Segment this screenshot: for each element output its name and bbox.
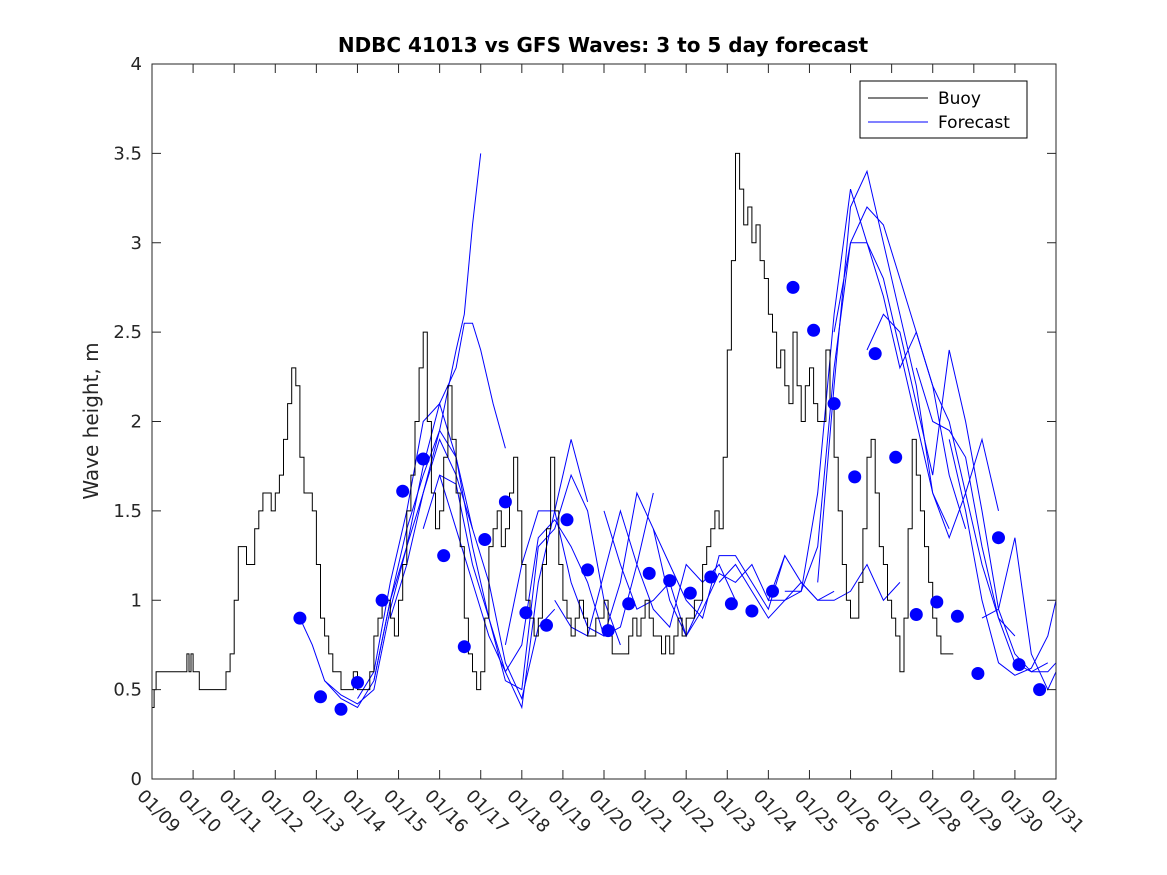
forecast-marker	[704, 570, 718, 584]
y-tick-label: 4	[131, 54, 142, 75]
forecast-marker	[971, 667, 985, 680]
forecast-marker	[498, 495, 512, 509]
forecast-marker	[807, 323, 821, 337]
forecast-marker	[1012, 658, 1026, 672]
y-tick-label: 0.5	[113, 680, 142, 701]
forecast-marker	[293, 611, 307, 625]
y-tick-label: 3	[131, 233, 142, 254]
legend: Buoy Forecast	[859, 80, 1028, 139]
forecast-marker	[992, 531, 1005, 545]
forecast-marker	[724, 597, 738, 611]
forecast-marker	[519, 606, 533, 620]
forecast-marker	[889, 450, 903, 464]
y-tick-label: 2.5	[113, 322, 142, 343]
forecast-marker	[766, 584, 779, 598]
forecast-marker	[314, 690, 327, 704]
y-tick-label: 1.5	[113, 501, 142, 522]
plot-area	[152, 64, 1056, 779]
legend-buoy-label: Buoy	[938, 89, 981, 109]
forecast-line-2	[324, 153, 482, 709]
forecast-line-8	[504, 491, 704, 645]
x-tick-label: 01/12	[256, 786, 308, 838]
forecast-marker	[601, 624, 615, 638]
y-tick-label: 3.5	[113, 143, 142, 164]
x-tick-label: 01/22	[667, 786, 719, 838]
forecast-marker	[868, 347, 882, 361]
buoy-line	[152, 152, 954, 708]
x-tick-label: 01/23	[708, 786, 760, 838]
x-tick-label: 01/18	[502, 786, 554, 838]
forecast-marker	[560, 513, 574, 527]
chart-title: NDBC 41013 vs GFS Waves: 3 to 5 day fore…	[338, 33, 869, 57]
forecast-marker	[909, 608, 923, 621]
forecast-marker	[334, 702, 348, 716]
forecast-marker	[540, 618, 553, 632]
forecast-marker	[581, 563, 595, 577]
forecast-marker	[416, 452, 430, 466]
x-tick-label: 01/26	[831, 786, 883, 838]
x-tick-label: 01/11	[215, 786, 267, 838]
forecast-marker	[950, 609, 964, 623]
x-tick-label: 01/16	[420, 786, 472, 838]
x-tick-label: 01/15	[379, 786, 431, 838]
forecast-marker	[1033, 683, 1047, 697]
forecast-line-13	[768, 188, 950, 601]
x-tick-label: 01/19	[543, 786, 595, 838]
x-tick-label: 01/17	[461, 786, 513, 838]
forecast-marker	[375, 593, 389, 607]
y-tick-label: 2	[131, 412, 142, 433]
forecast-marker	[930, 595, 944, 609]
tick-marks	[151, 63, 1057, 780]
forecast-line-1	[299, 438, 473, 705]
forecast-line-16	[833, 242, 1016, 637]
forecast-line-17	[866, 313, 1049, 673]
forecast-marker	[848, 470, 862, 484]
forecast-marker	[827, 397, 841, 411]
y-axis-label: Wave height, m	[79, 342, 103, 499]
plot-series	[152, 152, 1056, 716]
x-tick-label: 01/24	[749, 786, 801, 838]
legend-box	[859, 80, 1028, 139]
forecast-marker	[663, 574, 677, 588]
forecast-line-20	[981, 537, 1056, 691]
forecast-marker	[642, 566, 656, 580]
x-tick-label: 01/09	[132, 786, 184, 838]
forecast-marker	[622, 597, 636, 611]
forecast-marker	[478, 533, 492, 546]
x-tick-label: 01/25	[790, 786, 842, 838]
x-tick-label: 01/29	[954, 786, 1006, 838]
forecast-marker	[351, 676, 364, 689]
forecast-marker	[437, 549, 451, 563]
x-tick-label: 01/10	[174, 786, 226, 838]
x-tick-label: 01/20	[584, 786, 636, 838]
x-tick-label: 01/28	[913, 786, 965, 838]
x-tick-label: 01/27	[872, 786, 924, 838]
forecast-marker	[457, 640, 471, 654]
forecast-marker	[745, 604, 759, 618]
y-tick-label: 0	[131, 769, 142, 790]
x-tick-label: 01/30	[995, 786, 1047, 838]
legend-forecast-label: Forecast	[938, 113, 1010, 133]
y-tick-label: 1	[131, 590, 142, 611]
forecast-line-12	[718, 563, 901, 619]
forecast-line-19	[948, 439, 1056, 676]
forecast-marker	[396, 484, 410, 498]
forecast-marker	[786, 280, 800, 294]
x-tick-label: 01/14	[338, 786, 390, 838]
x-tick-label: 01/31	[1036, 786, 1088, 838]
x-tick-label: 01/13	[297, 786, 349, 838]
forecast-line-14	[784, 206, 967, 592]
x-tick-label: 01/21	[626, 786, 678, 838]
forecast-marker	[683, 586, 697, 600]
